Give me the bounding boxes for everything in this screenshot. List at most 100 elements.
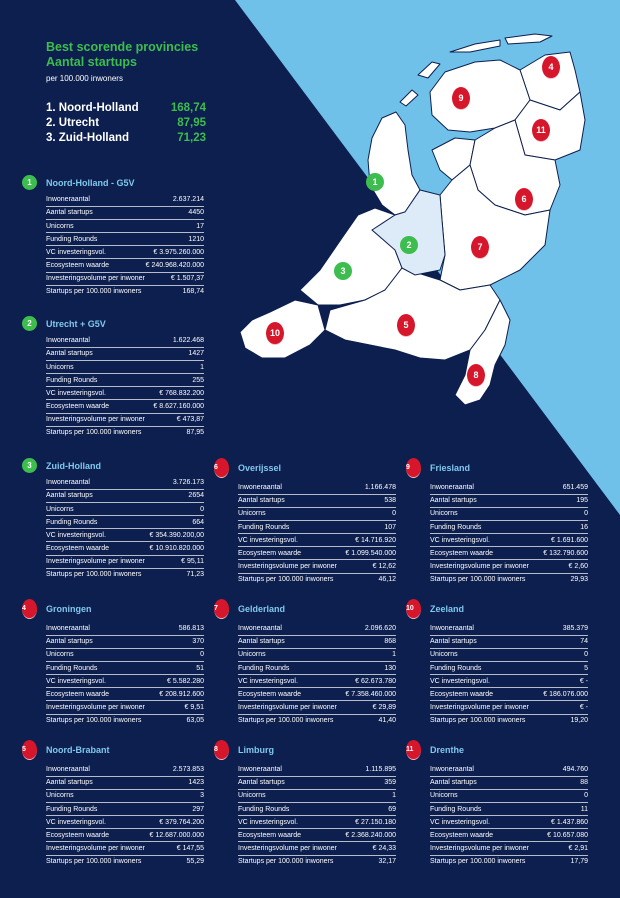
- stat-value: 664: [192, 518, 204, 526]
- stat-value: € 354.390.200,00: [149, 531, 205, 539]
- province-block: 9 Friesland Inwoneraantal 651.459 Aantal sta…: [406, 458, 588, 586]
- stat-label: Funding Rounds: [430, 664, 482, 672]
- stat-label: Startups per 100.000 inwoners: [46, 429, 142, 437]
- stat-row: Aantal startups 1423: [46, 777, 204, 791]
- stat-row: Startups per 100.000 inwoners 87,95: [46, 427, 204, 439]
- stat-label: Ecosysteem waarde: [46, 690, 110, 698]
- stat-value: 46,12: [378, 575, 396, 583]
- stat-value: € 2,60: [568, 562, 588, 570]
- stat-value: 107: [384, 523, 396, 531]
- stat-label: Funding Rounds: [46, 805, 98, 813]
- stat-label: Investeringsvolume per inwoner: [46, 703, 145, 711]
- stat-value: € 10.910.820.000: [149, 544, 205, 552]
- stat-value: 0: [584, 510, 588, 518]
- stat-value: 1: [200, 363, 204, 371]
- stat-value: 0: [584, 651, 588, 659]
- stat-row: Unicorns 0: [430, 649, 588, 663]
- stat-value: € 14.716.920: [355, 536, 396, 544]
- ranking-label: 1. Noord-Holland: [46, 102, 139, 114]
- stat-value: 55,29: [186, 857, 204, 865]
- map-marker: 7: [471, 236, 489, 259]
- stat-value: 586.813: [178, 625, 204, 633]
- stat-value: € 240.968.420.000: [145, 261, 204, 269]
- stat-value: 3: [200, 792, 204, 800]
- stat-row: Aantal startups 370: [46, 636, 204, 650]
- ranking-list: 1. Noord-Holland 168,74 2. Utrecht 87,95 3…: [46, 101, 206, 146]
- stat-label: Funding Rounds: [238, 664, 290, 672]
- stat-label: Startups per 100.000 inwoners: [238, 575, 334, 583]
- province-name: Limburg: [238, 744, 274, 755]
- stat-row: Startups per 100.000 inwoners 168,74: [46, 286, 204, 298]
- province-number-badge: 1: [22, 175, 37, 190]
- province-stat-rows: Inwoneraantal 1.166.478 Aantal startups 538…: [238, 482, 396, 586]
- stat-label: Unicorns: [238, 510, 266, 518]
- stat-row: Unicorns 1: [46, 361, 204, 375]
- stat-label: Startups per 100.000 inwoners: [430, 575, 526, 583]
- stat-label: Aantal startups: [46, 492, 93, 500]
- stat-value: € 379.764.200: [159, 818, 204, 826]
- stat-label: VC investeringsvol.: [46, 531, 106, 539]
- stat-row: Unicorns 1: [238, 790, 396, 804]
- stat-row: Investeringsvolume per inwoner € 29,89: [238, 701, 396, 715]
- stat-row: Funding Rounds 130: [238, 662, 396, 676]
- stat-value: 1.166.478: [364, 484, 396, 492]
- stat-label: Unicorns: [46, 363, 74, 371]
- wadden-island: [399, 89, 419, 107]
- stat-value: 74: [580, 638, 588, 646]
- stat-row: Funding Rounds 5: [430, 662, 588, 676]
- stat-value: 2.096.620: [364, 625, 396, 633]
- province-number-badge: 7: [214, 599, 229, 619]
- stat-label: Funding Rounds: [46, 518, 98, 526]
- stat-label: Aantal startups: [238, 638, 285, 646]
- stat-value: 1423: [188, 779, 204, 787]
- stat-label: Unicorns: [46, 222, 74, 230]
- stat-label: Funding Rounds: [46, 235, 98, 243]
- stat-label: Aantal startups: [46, 350, 93, 358]
- stat-row: Startups per 100.000 inwoners 19,20: [430, 715, 588, 727]
- stat-value: 385.379: [562, 625, 588, 633]
- stat-label: Investeringsvolume per inwoner: [430, 703, 529, 711]
- stat-label: Unicorns: [238, 651, 266, 659]
- stat-label: Inwoneraantal: [46, 196, 90, 204]
- stat-value: 17,79: [570, 857, 588, 865]
- province-title: 11 Drenthe: [406, 740, 588, 760]
- province-name: Noord-Holland - G5V: [46, 177, 135, 188]
- province-name: Drenthe: [430, 744, 465, 755]
- map-marker: 5: [397, 314, 415, 337]
- province-title: 7 Gelderland: [214, 599, 396, 619]
- stat-label: Inwoneraantal: [46, 625, 90, 633]
- stat-row: Aantal startups 359: [238, 777, 396, 791]
- stat-value: € 12,62: [372, 562, 396, 570]
- stat-row: Ecosysteem waarde € 8.627.160.000: [46, 400, 204, 414]
- province-name: Zuid-Holland: [46, 460, 101, 471]
- stat-value: 0: [200, 505, 204, 513]
- stat-value: 71,23: [186, 571, 204, 579]
- stat-value: € 27.150.180: [355, 818, 396, 826]
- province-name: Groningen: [46, 603, 92, 614]
- stat-label: Investeringsvolume per inwoner: [430, 562, 529, 570]
- province-title: 5 Noord-Brabant: [22, 740, 204, 760]
- stat-row: VC investeringsvol. € 354.390.200,00: [46, 529, 205, 543]
- stat-value: 5: [584, 664, 588, 672]
- ranking-item: 1. Noord-Holland 168,74: [46, 101, 206, 116]
- stat-label: VC investeringsvol.: [430, 818, 490, 826]
- stat-label: VC investeringsvol.: [238, 818, 298, 826]
- province-number-badge: 6: [214, 458, 229, 478]
- stat-row: Unicorns 17: [46, 220, 204, 234]
- province-block: 6 Overijssel Inwoneraantal 1.166.478 Aantal …: [214, 458, 396, 586]
- stat-label: Aantal startups: [238, 497, 285, 505]
- stat-value: 4450: [188, 209, 204, 217]
- province-block: 1 Noord-Holland - G5V Inwoneraantal 2.637.2…: [22, 175, 204, 298]
- stat-label: VC investeringsvol.: [46, 818, 106, 826]
- province-name: Zeeland: [430, 603, 465, 614]
- stat-row: VC investeringsvol. € -: [430, 675, 588, 689]
- stat-value: 359: [384, 779, 396, 787]
- map-marker: 10: [266, 322, 284, 345]
- stat-value: € 24,33: [372, 844, 396, 852]
- province-stat-rows: Inwoneraantal 586.813 Aantal startups 370 Un…: [46, 623, 204, 727]
- stat-label: Inwoneraantal: [430, 625, 474, 633]
- stat-value: 1427: [188, 350, 204, 358]
- map-marker: 3: [334, 262, 352, 280]
- stat-label: Unicorns: [46, 505, 74, 513]
